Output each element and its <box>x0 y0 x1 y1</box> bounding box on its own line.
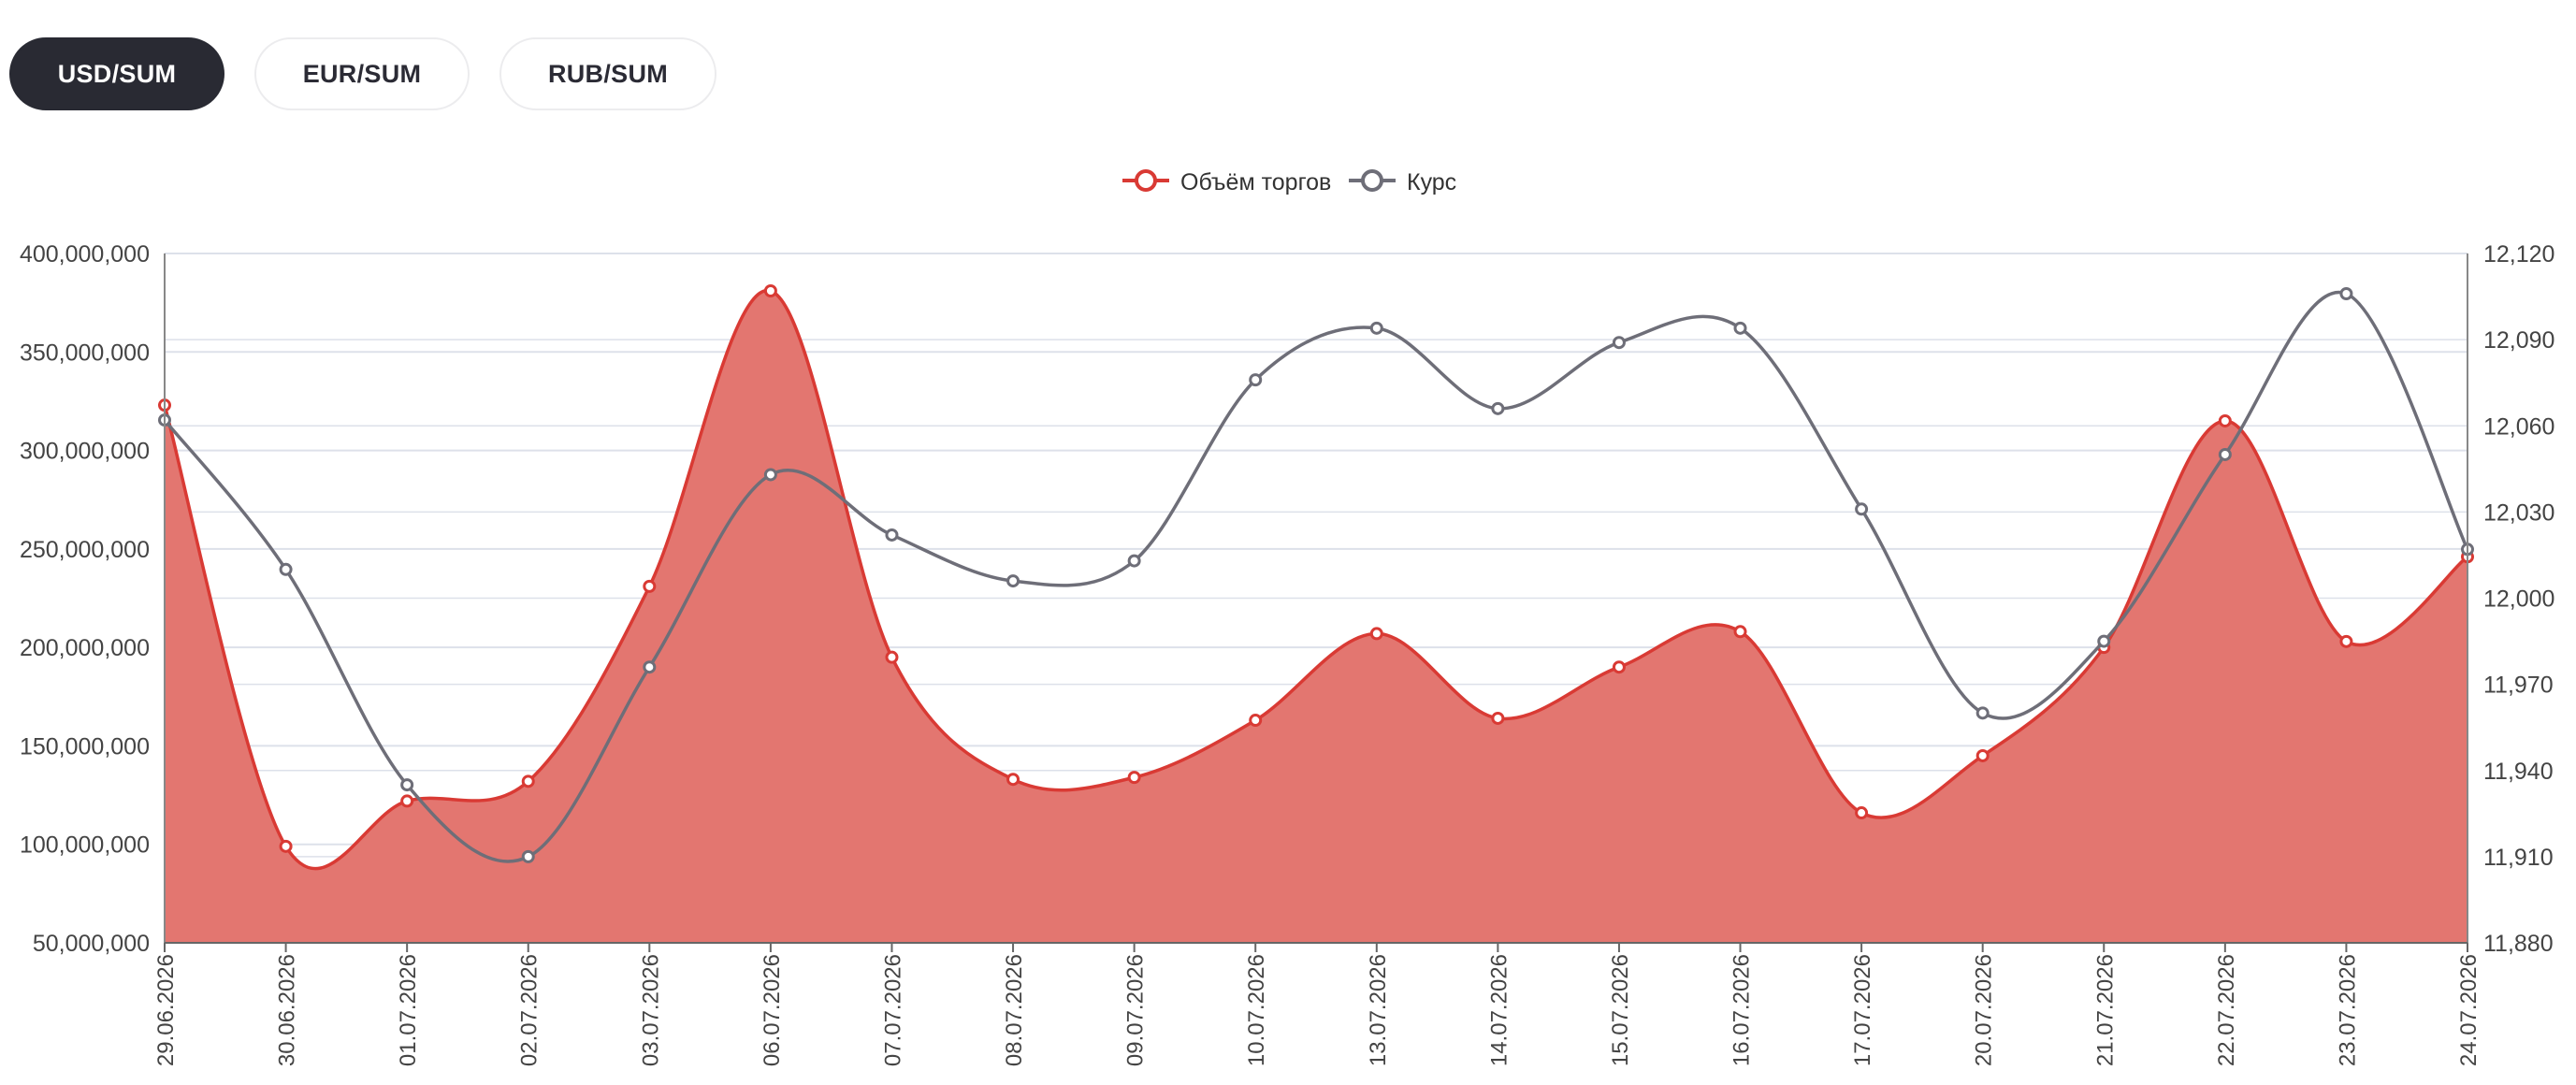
legend-label-rate: Курс <box>1407 169 1456 195</box>
x-tick-label: 21.07.2026 <box>2092 954 2118 1066</box>
y-left-tick-label: 350,000,000 <box>20 340 150 366</box>
y-left-tick-label: 200,000,000 <box>20 635 150 661</box>
rate-point <box>885 528 899 542</box>
rate-point <box>279 562 293 576</box>
legend-label-volume: Объём торгов <box>1180 169 1331 195</box>
legend-item-rate[interactable]: Курс <box>1349 169 1456 195</box>
legend-item-volume[interactable]: Объём торгов <box>1122 169 1331 195</box>
y-left-tick-label: 400,000,000 <box>20 241 150 268</box>
x-tick-label: 14.07.2026 <box>1486 954 1512 1066</box>
x-tick-label: 09.07.2026 <box>1123 954 1149 1066</box>
rate-point <box>1249 373 1263 387</box>
y-left-tick-label: 50,000,000 <box>33 931 150 957</box>
axes: 400,000,000 350,000,000 300,000,000 250,000… <box>20 241 2555 1066</box>
volume-area-fill <box>165 290 2467 944</box>
volume-point <box>643 579 657 593</box>
x-tick-label: 24.07.2026 <box>2456 954 2482 1066</box>
y-right-tick-label: 11,970 <box>2483 673 2554 699</box>
x-tick-label: 23.07.2026 <box>2335 954 2360 1066</box>
legend: Объём торгов Курс <box>1122 169 1456 195</box>
x-tick-label: 07.07.2026 <box>880 954 905 1066</box>
y-right-tick-label: 11,910 <box>2483 845 2554 871</box>
x-tick-label: 20.07.2026 <box>1972 954 1997 1066</box>
y-left-tick-label: 100,000,000 <box>20 832 150 859</box>
x-tick-label: 22.07.2026 <box>2214 954 2239 1066</box>
y-right-tick-label: 12,120 <box>2483 241 2554 268</box>
volume-point <box>279 839 293 853</box>
volume-point <box>2339 634 2353 648</box>
rate-point <box>1369 321 1383 335</box>
rate-line <box>158 286 2474 863</box>
y-left-tick-label: 250,000,000 <box>20 537 150 563</box>
x-tick-label: 10.07.2026 <box>1244 954 1269 1066</box>
x-tick-label: 29.06.2026 <box>153 954 179 1066</box>
x-tick-label: 17.07.2026 <box>1850 954 1875 1066</box>
x-tick-label: 03.07.2026 <box>638 954 663 1066</box>
rate-point <box>643 660 657 674</box>
y-right-tick-label: 11,880 <box>2483 931 2554 957</box>
volume-point <box>1249 714 1263 728</box>
volume-point <box>1612 660 1626 674</box>
y-right-tick-label: 11,940 <box>2483 759 2554 785</box>
volume-point <box>1127 771 1141 785</box>
y-right-tick-label: 12,090 <box>2483 327 2554 354</box>
rate-point <box>1733 321 1747 335</box>
volume-point <box>1975 748 1990 762</box>
volume-point <box>1733 625 1747 639</box>
rate-point <box>1612 336 1626 350</box>
volume-point <box>1855 806 1869 820</box>
x-tick-label: 01.07.2026 <box>396 954 421 1066</box>
rate-point <box>400 778 414 792</box>
rate-point <box>521 849 535 863</box>
rate-point <box>1491 401 1505 415</box>
y-left-tick-label: 300,000,000 <box>20 439 150 465</box>
y-left-tick-label: 150,000,000 <box>20 733 150 760</box>
rate-point <box>2218 447 2232 461</box>
x-tick-label: 30.06.2026 <box>275 954 300 1066</box>
volume-point <box>885 650 899 664</box>
rate-point <box>763 468 777 482</box>
currency-tabs: USD/SUM EUR/SUM RUB/SUM <box>9 37 716 110</box>
tab-rub-sum[interactable]: RUB/SUM <box>499 37 716 110</box>
volume-point <box>1491 711 1505 725</box>
x-tick-label: 06.07.2026 <box>760 954 785 1066</box>
y-right-tick-label: 12,060 <box>2483 413 2554 440</box>
x-tick-label: 13.07.2026 <box>1366 954 1391 1066</box>
volume-point <box>2218 413 2232 427</box>
y-right-tick-label: 12,030 <box>2483 499 2554 526</box>
x-tick-label: 02.07.2026 <box>517 954 543 1066</box>
rate-point <box>1855 502 1869 516</box>
x-tick-label: 08.07.2026 <box>1002 954 1027 1066</box>
x-tick-label: 16.07.2026 <box>1729 954 1755 1066</box>
volume-point <box>521 774 535 788</box>
rate-point <box>1006 574 1020 588</box>
tab-eur-sum[interactable]: EUR/SUM <box>254 37 470 110</box>
tab-usd-sum[interactable]: USD/SUM <box>9 37 224 110</box>
volume-point <box>1369 627 1383 641</box>
volume-point <box>763 284 777 298</box>
rate-point <box>1975 706 1990 720</box>
volume-point <box>1006 773 1020 787</box>
rate-point <box>2097 634 2111 648</box>
rate-point <box>1127 554 1141 568</box>
volume-point <box>400 794 414 808</box>
rate-point <box>2339 286 2353 300</box>
x-tick-label: 15.07.2026 <box>1608 954 1633 1066</box>
y-right-tick-label: 12,000 <box>2483 586 2554 613</box>
